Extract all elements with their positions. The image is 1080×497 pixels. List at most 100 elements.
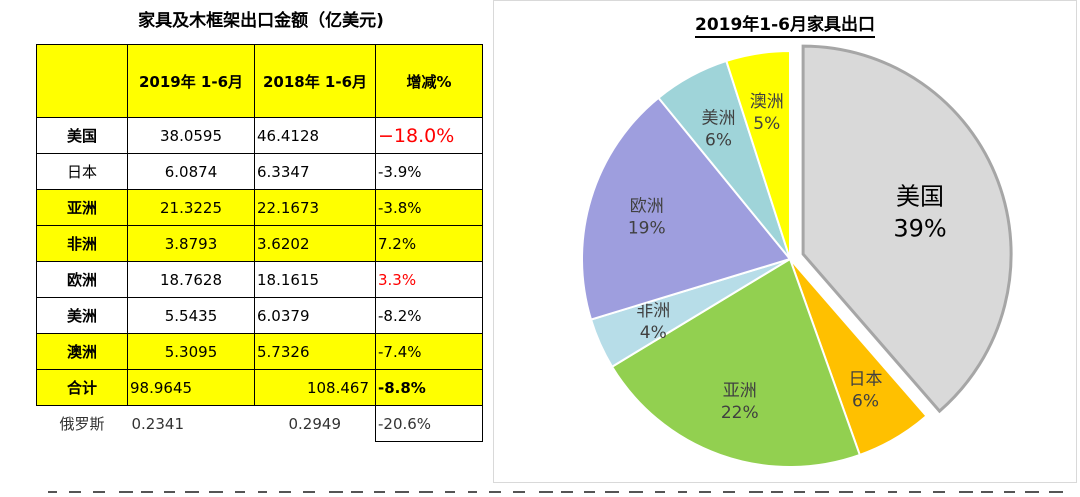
text-fragment-mark	[815, 491, 829, 493]
text-fragment-mark	[539, 491, 553, 493]
text-fragment-mark	[209, 491, 223, 493]
text-fragment-mark	[678, 491, 687, 493]
text-fragment-mark	[489, 491, 501, 493]
value-2019-cell: 18.7628	[127, 261, 255, 298]
value-2019-cell: 3.8793	[127, 225, 255, 262]
change-cell: −18.0%	[375, 117, 483, 154]
text-fragment-mark	[933, 491, 945, 493]
value-2018-cell: 3.6202	[254, 225, 376, 262]
value-2018-cell: 46.4128	[254, 117, 376, 154]
value-2018-cell: 108.467	[254, 369, 376, 406]
text-fragment-mark	[888, 491, 897, 493]
region-cell: 亚洲	[36, 189, 128, 226]
text-fragment-mark	[909, 491, 921, 493]
text-fragment-mark	[279, 491, 291, 493]
slice-label-1: 日本	[849, 369, 883, 389]
text-fragment-mark	[749, 491, 763, 493]
text-fragment-mark	[1004, 491, 1015, 493]
region-cell: 非洲	[36, 225, 128, 262]
text-fragment-mark	[561, 491, 573, 493]
table-row-asia: 亚洲 21.3225 22.1673 -3.8%	[36, 189, 483, 226]
text-fragment-mark	[1049, 491, 1063, 493]
value-2018-cell: 0.2949	[288, 414, 342, 433]
value-2018-cell: 18.1615	[254, 261, 376, 298]
text-fragment-mark	[839, 491, 853, 493]
value-2018-cell: 6.0379	[254, 297, 376, 334]
table-row-americas: 美洲 5.5435 6.0379 -8.2%	[36, 297, 483, 334]
region-cell: 澳洲	[36, 333, 128, 370]
text-fragment-mark	[513, 491, 525, 493]
text-fragment-mark	[303, 491, 315, 493]
slice-pct-label-3: 4%	[640, 323, 667, 343]
header-cell-change: 增减%	[375, 44, 483, 118]
slice-label-2: 亚洲	[723, 381, 757, 401]
text-fragment-mark	[794, 491, 805, 493]
chart-title-text: 2019年1-6月家具出口	[694, 15, 876, 38]
slice-label-0: 美国	[896, 182, 944, 210]
header-cell-region	[36, 44, 128, 118]
slice-pct-label-1: 6%	[852, 391, 879, 411]
value-2019-cell: 98.9645	[127, 369, 255, 406]
slice-label-6: 澳洲	[750, 92, 784, 112]
text-fragment-mark	[351, 491, 363, 493]
change-cell: -20.6%	[375, 405, 483, 442]
change-cell: -3.8%	[375, 189, 483, 226]
text-fragment-mark	[185, 491, 199, 493]
region-cell: 美洲	[36, 297, 128, 334]
change-cell: -8.2%	[375, 297, 483, 334]
value-2018-cell: 6.3347	[254, 153, 376, 190]
table-header-row: 2019年 1-6月 2018年 1-6月 增减%	[36, 44, 483, 118]
text-fragment-mark	[141, 491, 153, 493]
text-fragment-mark	[235, 491, 245, 493]
text-fragment-mark	[93, 491, 105, 493]
text-fragment-mark	[699, 491, 711, 493]
table-row-oceania: 澳洲 5.3095 5.7326 -7.4%	[36, 333, 483, 370]
slice-pct-label-6: 5%	[753, 114, 780, 134]
slice-pct-label-4: 19%	[628, 218, 666, 238]
value-2019-cell: 5.3095	[127, 333, 255, 370]
text-fragment-mark	[48, 491, 57, 493]
text-fragment-mark	[329, 491, 343, 493]
text-fragment-mark	[1025, 491, 1039, 493]
text-fragment-mark	[164, 491, 175, 493]
value-2019-cell: 0.2341	[131, 414, 185, 433]
slice-pct-label-2: 22%	[721, 403, 759, 423]
value-2019-cell: 6.0874	[127, 153, 255, 190]
text-fragment-mark	[655, 491, 665, 493]
value-2018-cell: 22.1673	[254, 189, 376, 226]
region-cell: 美国	[36, 117, 128, 154]
region-cell: 欧洲	[36, 261, 128, 298]
text-fragment-mark	[584, 491, 595, 493]
change-cell: -7.4%	[375, 333, 483, 370]
slice-pct-label-5: 6%	[705, 130, 732, 150]
table-row-africa: 非洲 3.8793 3.6202 7.2%	[36, 225, 483, 262]
change-cell: -8.8%	[375, 369, 483, 406]
value-2018-cell: 5.7326	[254, 333, 376, 370]
bottom-text-fragment	[48, 491, 1063, 493]
pie-slice-2	[610, 257, 862, 468]
text-fragment-mark	[629, 491, 643, 493]
change-cell: -3.9%	[375, 153, 483, 190]
text-fragment-mark	[374, 491, 385, 493]
text-fragment-mark	[468, 491, 477, 493]
text-fragment-mark	[771, 491, 783, 493]
table-row-total: 合计 98.9645 108.467 -8.8%	[36, 369, 483, 406]
value-2019-cell: 5.5435	[127, 297, 255, 334]
region-cell: 俄罗斯	[59, 415, 105, 434]
slice-label-4: 欧洲	[630, 196, 664, 216]
pie-slice-4	[581, 96, 792, 321]
text-fragment-mark	[445, 491, 455, 493]
pie-slice-0	[801, 44, 1013, 414]
chart-panel: 2019年1-6月家具出口 美国 39% 日本 6% 亚洲 22% 非洲 4% 欧洲 19% 美洲 6…	[493, 0, 1077, 483]
text-fragment-mark	[419, 491, 433, 493]
text-fragment-mark	[981, 491, 993, 493]
value-2019-cell: 21.3225	[127, 189, 255, 226]
pie-slice-6	[725, 49, 791, 260]
chart-title: 2019年1-6月家具出口	[494, 10, 1076, 38]
text-fragment-mark	[258, 491, 267, 493]
header-cell-2019: 2019年 1-6月	[127, 44, 255, 118]
text-fragment-mark	[395, 491, 409, 493]
change-cell: 3.3%	[375, 261, 483, 298]
slice-label-5: 美洲	[702, 108, 736, 128]
